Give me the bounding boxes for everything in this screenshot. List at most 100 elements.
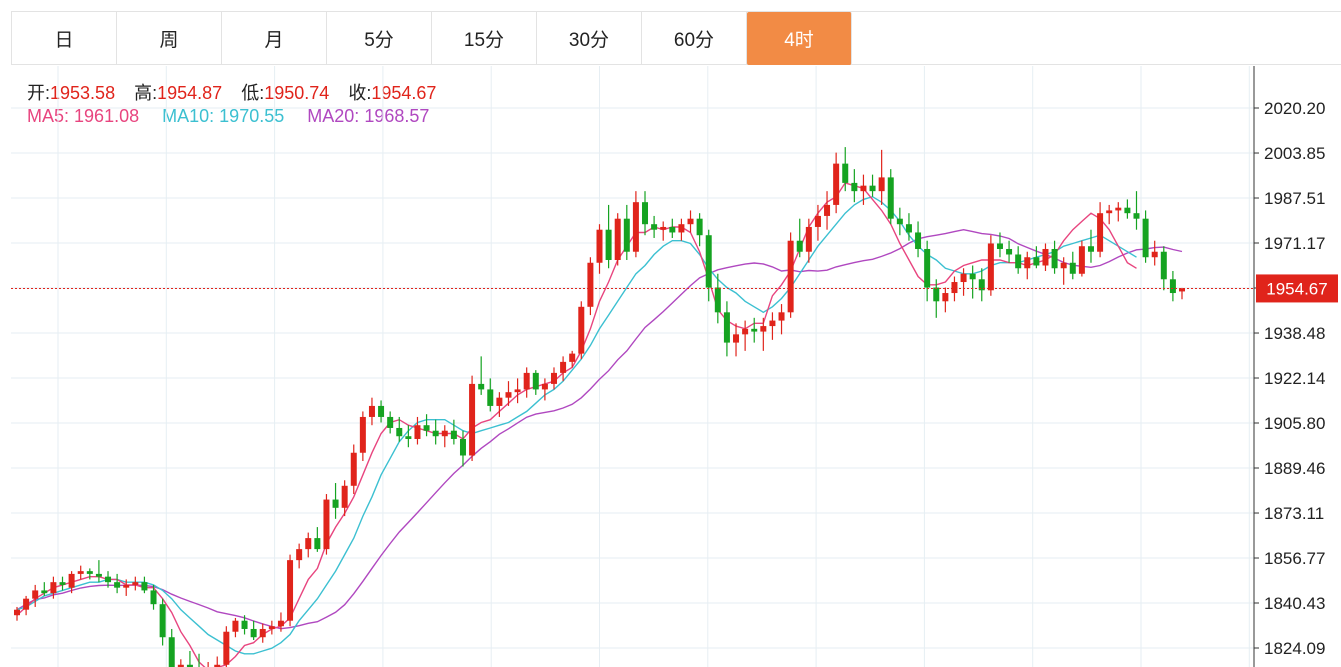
tab-15min[interactable]: 15分 [432, 12, 537, 65]
candle [742, 320, 749, 351]
candle-body [805, 226, 812, 252]
candle [933, 279, 940, 318]
candle [842, 147, 849, 192]
candle-body [414, 425, 421, 439]
candle [123, 579, 130, 596]
candle-body [105, 576, 112, 583]
candle [514, 378, 521, 404]
candle-body [787, 240, 794, 313]
candle-body [960, 273, 967, 283]
candle-body [996, 243, 1003, 249]
candle-body [1024, 257, 1031, 269]
candle-body [733, 334, 740, 343]
price-tick-label: 2020.20 [1264, 99, 1325, 118]
tab-60min[interactable]: 60分 [642, 12, 747, 65]
candle-body [323, 499, 330, 550]
candle [723, 301, 730, 357]
candle-body [1151, 251, 1158, 258]
candle [905, 213, 912, 241]
candle-body [623, 218, 630, 252]
candle [669, 218, 676, 238]
candle [487, 378, 494, 412]
candle-body [924, 248, 931, 288]
candle-body [232, 620, 239, 632]
tab-5min[interactable]: 5分 [327, 12, 432, 65]
candle-body [259, 628, 266, 638]
tab-4hour[interactable]: 4时 [747, 12, 852, 65]
candle-body [896, 218, 903, 225]
ma5-label: MA5: [27, 106, 70, 126]
candle-body [669, 226, 676, 233]
candle [198, 653, 200, 667]
candle-body [177, 664, 184, 667]
candle [751, 317, 758, 343]
candle-body [387, 416, 394, 428]
candle-body [915, 232, 922, 249]
candle [1142, 210, 1149, 263]
candle [296, 543, 303, 569]
low-label: 低: [241, 83, 265, 103]
candle-body [150, 590, 157, 605]
candle-body [123, 584, 130, 588]
candle [969, 265, 976, 299]
candle-body [223, 631, 230, 665]
candle [141, 576, 148, 594]
candle-body [942, 293, 949, 302]
candle [150, 584, 157, 610]
candle-body [933, 287, 940, 302]
candle [432, 419, 439, 445]
candle-body [114, 582, 121, 588]
candle [368, 397, 375, 426]
candle-body [1133, 213, 1140, 219]
ma20-line [16, 228, 1183, 630]
candle [59, 576, 66, 591]
candle-body [523, 372, 530, 390]
candle [687, 210, 694, 233]
tab-month[interactable]: 月 [222, 12, 327, 65]
candle [696, 213, 703, 247]
candle-body [887, 177, 894, 219]
candle-body [1169, 279, 1176, 294]
candle-body [350, 452, 357, 486]
candle-body [159, 604, 166, 638]
price-tick-label: 1905.80 [1264, 414, 1325, 433]
high-label: 高: [134, 83, 158, 103]
candle [814, 204, 821, 241]
candle [1006, 240, 1013, 263]
candle-body [50, 582, 57, 594]
candle-body [341, 485, 348, 508]
candle [878, 149, 885, 205]
candle [587, 257, 594, 316]
candle-body [905, 224, 912, 233]
price-tick-label: 1971.17 [1264, 234, 1325, 253]
tab-30min[interactable]: 30分 [537, 12, 642, 65]
candle-body [396, 427, 403, 437]
candle [359, 411, 366, 462]
ma20-readout: MA20: 1968.57 [307, 106, 429, 126]
close-label: 收: [348, 83, 372, 103]
candle-body [987, 243, 994, 291]
candle-body [951, 282, 958, 294]
candle [478, 356, 485, 395]
candle [1160, 246, 1167, 291]
candle [114, 573, 121, 594]
candle [1179, 287, 1185, 300]
tab-day[interactable]: 日 [12, 12, 117, 65]
candle-body [469, 383, 476, 456]
candle-body [378, 405, 385, 417]
candle [287, 554, 294, 627]
candle-body [1078, 246, 1085, 274]
tab-week[interactable]: 周 [117, 12, 222, 65]
candle-body [860, 185, 867, 192]
candle [186, 651, 193, 667]
candle-body [1097, 213, 1104, 252]
candle-body [268, 626, 275, 629]
candle-body [314, 538, 321, 550]
candle-body [514, 389, 521, 393]
candle [341, 480, 348, 517]
candle [1060, 257, 1067, 285]
candle [660, 221, 667, 241]
candle-body [587, 262, 594, 307]
candle [1169, 271, 1176, 302]
